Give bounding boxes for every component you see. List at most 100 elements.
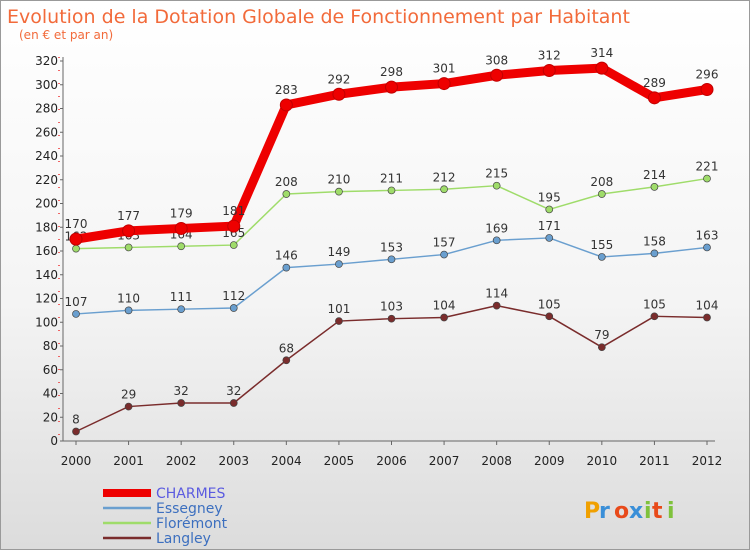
data-label: 110	[117, 291, 140, 305]
data-point	[335, 187, 343, 196]
data-point	[492, 181, 501, 190]
x-tick-label: 2012	[692, 454, 723, 468]
proxiti-logo: Pr o x i t i	[584, 499, 675, 524]
y-tick-label: 60	[43, 363, 58, 377]
data-label: 314	[590, 46, 613, 60]
data-label: 211	[380, 171, 403, 185]
data-point	[282, 263, 291, 272]
data-label: 298	[380, 65, 403, 79]
data-point	[124, 402, 133, 411]
data-label: 170	[65, 217, 88, 231]
y-tick-label: 160	[35, 244, 58, 258]
data-point	[332, 87, 346, 101]
logo-letter: t	[652, 499, 663, 524]
y-tick-label: 200	[35, 197, 58, 211]
logo-letter: i	[667, 499, 675, 524]
data-point	[229, 241, 238, 249]
data-point	[72, 244, 80, 253]
series-charmes: 170 177 179 181 283 292 298 301 308 312 314 289 296	[65, 46, 718, 246]
data-label: 301	[433, 62, 456, 76]
data-point	[387, 314, 396, 323]
data-label: 104	[696, 299, 719, 313]
data-point	[597, 343, 606, 352]
chart-title: Evolution de la Dotation Globale de Fonc…	[7, 6, 630, 28]
series-florémont: 162163164165208210211212215195208214221	[65, 160, 719, 253]
data-point	[72, 310, 80, 318]
data-label: 32	[174, 384, 189, 398]
data-label: 153	[380, 240, 403, 254]
series-langley: 8 29 32 32 68 101 103 104 114 105 79 105 104	[72, 287, 719, 436]
series-essegney: 107 110 111 112 146 149 153 157 169 171 155 158 163	[65, 219, 718, 318]
data-point	[703, 243, 711, 252]
data-label: 103	[380, 300, 403, 314]
data-label: 104	[433, 299, 456, 313]
x-tick-label: 2009	[534, 454, 565, 468]
y-tick-label: 120	[35, 292, 58, 306]
data-point	[647, 91, 661, 105]
data-point	[703, 313, 711, 322]
data-point	[545, 234, 554, 242]
x-tick-label: 2004	[271, 454, 302, 468]
y-tick-label: 180	[35, 220, 58, 234]
legend-label: CHARMES	[156, 486, 226, 502]
data-label: 308	[485, 53, 508, 67]
data-label: 8	[72, 413, 80, 427]
x-tick-label: 2011	[639, 454, 670, 468]
data-point	[545, 312, 554, 321]
data-point	[437, 77, 451, 91]
data-label: 214	[643, 168, 666, 182]
y-tick-label: 40	[43, 387, 58, 401]
data-point	[545, 205, 554, 214]
x-tick-label: 2003	[218, 454, 249, 468]
y-tick-label: 100	[35, 315, 58, 329]
axes: 0 20 40 60 80 100 120 140 160 180 200 220 240 260 280 3…	[35, 54, 722, 468]
data-label: 177	[117, 209, 140, 223]
y-tick-label: 280	[35, 102, 58, 116]
data-point	[700, 83, 714, 96]
data-label: 101	[327, 302, 350, 316]
data-label: 79	[594, 328, 609, 342]
data-point	[440, 185, 448, 194]
data-label: 208	[590, 175, 613, 189]
y-tick-label: 240	[35, 149, 58, 163]
y-tick-label: 80	[43, 339, 58, 353]
data-label: 107	[65, 295, 88, 309]
data-label: 210	[327, 173, 350, 187]
data-point	[387, 255, 396, 264]
data-label: 312	[538, 49, 561, 63]
data-label: 155	[590, 238, 613, 252]
legend-label: Essegney	[156, 501, 223, 517]
data-label: 212	[433, 170, 456, 184]
data-label: 171	[538, 219, 561, 233]
data-label: 292	[327, 72, 350, 86]
data-point	[595, 61, 609, 75]
data-point	[492, 236, 501, 245]
y-tick-label: 20	[43, 410, 58, 424]
legend-label: Florémont	[156, 516, 228, 532]
data-point	[174, 221, 188, 235]
data-label: 29	[121, 388, 136, 402]
data-point	[703, 174, 711, 183]
data-point	[69, 232, 83, 246]
data-point	[650, 249, 659, 258]
y-tick-label: 260	[35, 125, 58, 139]
data-label: 149	[327, 245, 350, 259]
data-label: 221	[696, 160, 719, 174]
data-point	[282, 190, 291, 198]
data-label: 32	[226, 384, 241, 398]
data-label: 111	[170, 290, 193, 304]
chart-subtitle: (en € et par an)	[19, 28, 113, 42]
x-tick-label: 2001	[113, 454, 144, 468]
logo-letter: i	[644, 499, 652, 524]
data-point	[72, 427, 80, 436]
data-label: 208	[275, 175, 298, 189]
data-point	[492, 301, 501, 310]
data-point	[542, 64, 556, 77]
legend-label: Langley	[156, 531, 211, 547]
series-line	[75, 304, 708, 433]
data-point	[490, 68, 504, 82]
x-tick-label: 2007	[429, 454, 460, 468]
